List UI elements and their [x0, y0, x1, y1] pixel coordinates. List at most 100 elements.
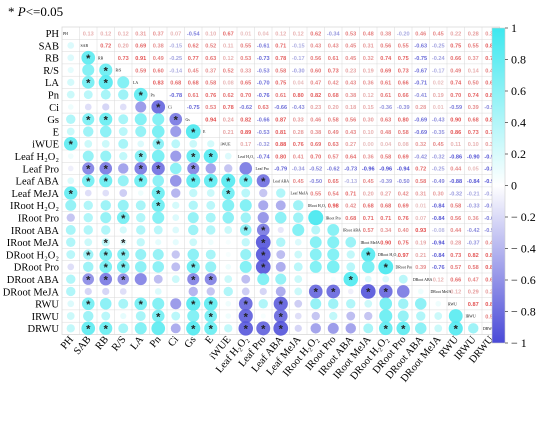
corr-value: 0.05 — [468, 167, 479, 173]
corr-circle — [99, 112, 113, 126]
significance-star: * — [86, 78, 91, 90]
corr-value: 0.74 — [450, 81, 462, 87]
corr-circle — [396, 321, 411, 336]
corr-value: -0.33 — [467, 204, 480, 210]
corr-circle — [67, 263, 75, 271]
corr-value: 0.78 — [275, 56, 286, 62]
corr-circle — [239, 162, 253, 175]
corr-value: 0.44 — [450, 167, 462, 173]
corr-value: 0.61 — [275, 93, 286, 99]
corr-circle — [118, 323, 129, 334]
corr-circle — [310, 323, 321, 334]
significance-star: * — [156, 164, 161, 176]
corr-value: 0.43 — [345, 81, 356, 87]
corr-value: 0.28 — [450, 240, 461, 246]
significance-star: * — [191, 324, 196, 336]
corr-circle — [101, 311, 111, 321]
corr-circle — [99, 63, 113, 77]
corr-circle — [222, 211, 235, 224]
diagonal-label: DRoot MeJA — [431, 290, 452, 294]
corr-value: 0.69 — [310, 142, 321, 148]
corr-circle — [221, 173, 236, 188]
corr-value: 0.58 — [468, 265, 479, 271]
corr-circle — [448, 309, 463, 323]
corr-value: 0.55 — [310, 191, 321, 197]
corr-circle — [397, 310, 409, 322]
corr-value: -0.70 — [257, 81, 270, 87]
corr-circle — [134, 297, 148, 311]
corr-circle — [134, 150, 147, 163]
corr-circle — [275, 286, 286, 297]
colorbar-tick-label: − 0.8 — [511, 305, 536, 319]
significance-star: * — [86, 53, 91, 65]
corr-value: -0.86 — [449, 154, 462, 160]
corr-value: 0.93 — [415, 228, 426, 234]
corr-circle — [203, 296, 218, 311]
corr-value: -0.50 — [484, 105, 497, 111]
corr-value: 0.83 — [153, 81, 164, 87]
corr-value: 0.55 — [468, 44, 479, 50]
corr-value: 0.63 — [258, 105, 269, 111]
corr-circle — [258, 200, 269, 211]
corr-value: 0.56 — [310, 56, 321, 62]
corr-value: -0.96 — [362, 167, 375, 173]
corr-circle — [206, 225, 216, 235]
corr-circle — [102, 287, 110, 296]
corr-value: 0.30 — [363, 117, 374, 123]
corr-value: 0.54 — [485, 314, 497, 320]
corr-circle — [207, 239, 214, 246]
corr-circle — [134, 174, 148, 188]
corr-value: 0.04 — [293, 81, 305, 87]
significance-star: * — [104, 114, 109, 126]
corr-value: 0.10 — [468, 142, 479, 148]
corr-value: 0.68 — [363, 204, 374, 210]
corr-circle — [135, 249, 147, 261]
corr-value: 0.60 — [153, 68, 164, 74]
corr-circle — [99, 174, 113, 188]
corr-circle — [188, 200, 198, 211]
corr-value: 0.45 — [363, 179, 374, 185]
corr-circle — [172, 239, 179, 246]
corr-value: 0.53 — [240, 56, 251, 62]
corr-value: -0.88 — [484, 167, 497, 173]
diagonal-label: R/S — [116, 69, 122, 73]
corr-circle — [66, 274, 76, 284]
corr-value: 0.08 — [223, 81, 234, 87]
corr-circle — [225, 264, 232, 270]
corr-circle — [83, 261, 94, 273]
significance-star: * — [104, 164, 109, 176]
corr-value: 0.35 — [485, 31, 496, 37]
corr-value: 0.46 — [310, 117, 321, 123]
corr-circle — [63, 137, 78, 151]
corr-circle — [326, 260, 340, 274]
corr-circle — [327, 236, 340, 249]
corr-circle — [277, 226, 284, 234]
column-label: RB — [94, 334, 111, 352]
corr-circle — [99, 321, 113, 335]
corr-value: -0.66 — [257, 117, 270, 123]
colorbar-tick-label: − 1 — [511, 336, 527, 350]
corr-value: -0.96 — [379, 167, 392, 173]
significance-star: * — [121, 250, 126, 262]
corr-value: 0.42 — [345, 204, 356, 210]
corr-value: 0.34 — [485, 142, 497, 148]
corr-value: 0.12 — [363, 93, 374, 99]
corr-value: 0.61 — [188, 93, 199, 99]
corr-circle — [67, 78, 75, 86]
corr-value: 0.02 — [433, 81, 444, 87]
corr-value: 0.66 — [450, 56, 461, 62]
corr-value: 0.28 — [468, 31, 479, 37]
colorbar — [491, 27, 506, 344]
corr-circle — [186, 149, 201, 163]
corr-circle — [346, 299, 356, 309]
corr-value: 0.94 — [205, 117, 217, 123]
corr-circle — [133, 87, 148, 102]
corr-value: -0.50 — [309, 179, 322, 185]
corr-circle — [309, 248, 322, 261]
corr-circle — [119, 226, 127, 234]
corr-value: -0.15 — [292, 44, 305, 50]
corr-circle — [137, 190, 144, 196]
corr-value: -0.53 — [257, 130, 270, 136]
corr-circle — [382, 275, 390, 283]
significance-star: * — [261, 176, 266, 188]
